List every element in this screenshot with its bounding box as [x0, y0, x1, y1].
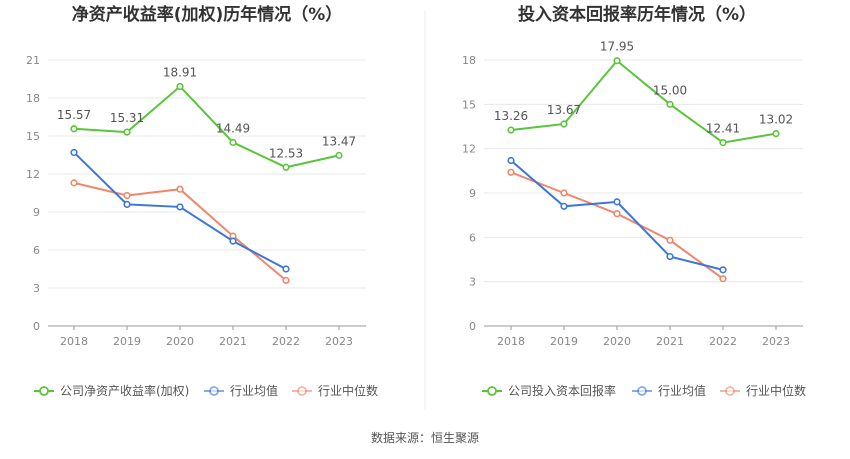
legend-item-industry_median: 行业中位数 — [720, 383, 806, 398]
y-tick-label: 3 — [33, 282, 40, 295]
data-point-industry_median — [176, 185, 184, 193]
data-point-industry_avg — [719, 266, 727, 274]
legend-label: 行业均值 — [658, 383, 706, 398]
y-tick-label: 12 — [462, 143, 476, 156]
data-point-company — [123, 128, 131, 136]
data-point-company — [666, 100, 674, 108]
legend-item-company: 公司投入资本回报率 — [482, 383, 616, 398]
data-label: 18.91 — [163, 65, 197, 79]
x-tick-label: 2022 — [709, 335, 737, 348]
y-tick-label: 0 — [33, 320, 40, 333]
data-point-industry_median — [70, 179, 78, 187]
data-point-industry_median — [613, 210, 621, 218]
legend-label: 行业中位数 — [746, 383, 806, 398]
series-line-industry_median — [73, 181, 287, 282]
legend-item-company: 公司净资产收益率(加权) — [34, 383, 189, 398]
data-point-industry_median — [507, 168, 515, 176]
chart-panel-2: 投入资本回报率历年情况（%） 0 3 6 9 12 15 18 2018 2019 2020 2021… — [462, 4, 806, 398]
legend-swatch-marker — [637, 386, 647, 396]
data-point-industry_avg — [507, 156, 515, 165]
series-line-company — [510, 59, 777, 144]
y-tick-label: 18 — [462, 54, 476, 67]
series-line-company — [73, 85, 340, 169]
x-tick-label: 2023 — [325, 335, 353, 348]
chart-title: 净资产收益率(加权)历年情况（%） — [72, 4, 343, 25]
data-point-industry_avg — [666, 252, 674, 261]
data-label: 13.67 — [547, 103, 581, 117]
data-point-company — [613, 57, 621, 65]
x-tick-label: 2022 — [272, 335, 300, 348]
y-tick-label: 9 — [469, 187, 476, 200]
data-point-company — [507, 126, 515, 134]
data-point-company — [772, 129, 780, 138]
data-point-industry_median — [123, 191, 131, 200]
y-tick-label: 9 — [33, 206, 40, 219]
data-point-company — [176, 82, 184, 91]
data-point-company — [282, 163, 290, 171]
legend-swatch-marker — [209, 386, 219, 396]
y-tick-label: 6 — [33, 244, 40, 257]
legend-swatch-marker — [725, 386, 735, 396]
legend-swatch-marker — [297, 386, 307, 396]
x-tick-label: 2021 — [656, 335, 684, 348]
data-label: 13.47 — [322, 134, 356, 148]
data-label: 17.95 — [600, 40, 634, 54]
data-point-industry_avg — [613, 198, 621, 206]
source-note: 数据来源：恒生聚源 — [371, 430, 479, 445]
data-label: 15.57 — [57, 108, 91, 122]
series-line-industry_avg — [73, 151, 287, 270]
data-point-company — [70, 125, 78, 133]
x-tick-label: 2020 — [603, 335, 631, 348]
data-point-company — [719, 139, 727, 147]
legend-label: 行业均值 — [230, 383, 278, 398]
x-tick-label: 2020 — [166, 335, 194, 348]
y-tick-label: 15 — [462, 98, 476, 111]
data-point-company — [560, 120, 568, 128]
legend-label: 行业中位数 — [318, 383, 378, 398]
data-label: 15.00 — [653, 83, 687, 97]
y-tick-label: 15 — [26, 130, 40, 143]
data-point-industry_median — [282, 276, 290, 285]
x-tick-label: 2019 — [550, 335, 578, 348]
legend-item-industry_avg: 行业均值 — [632, 383, 706, 398]
data-label: 12.41 — [706, 122, 740, 136]
data-label: 13.02 — [759, 113, 793, 127]
x-tick-label: 2023 — [762, 335, 790, 348]
data-point-industry_median — [560, 189, 568, 197]
x-tick-label: 2018 — [497, 335, 525, 348]
data-point-industry_avg — [229, 237, 237, 245]
data-point-industry_avg — [176, 203, 184, 211]
legend-swatch-marker — [487, 386, 497, 396]
y-tick-label: 18 — [26, 92, 40, 105]
legend-swatch-marker — [39, 386, 49, 396]
data-label: 14.49 — [216, 121, 250, 135]
legend-item-industry_avg: 行业均值 — [204, 383, 278, 398]
x-tick-label: 2018 — [60, 335, 88, 348]
x-tick-label: 2021 — [219, 335, 247, 348]
data-label: 12.53 — [269, 146, 303, 160]
data-point-industry_avg — [282, 265, 290, 273]
data-point-industry_avg — [123, 200, 131, 208]
data-point-industry_avg — [560, 202, 568, 210]
y-tick-label: 3 — [469, 276, 476, 289]
data-point-industry_avg — [70, 148, 78, 157]
y-tick-label: 21 — [26, 54, 40, 67]
y-tick-label: 6 — [469, 231, 476, 244]
y-tick-label: 12 — [26, 168, 40, 181]
chart-title: 投入资本回报率历年情况（%） — [518, 4, 756, 25]
legend-label: 公司净资产收益率(加权) — [60, 383, 189, 398]
data-point-company — [335, 151, 343, 159]
x-tick-label: 2019 — [113, 335, 141, 348]
data-point-industry_median — [719, 275, 727, 283]
y-tick-label: 0 — [469, 320, 476, 333]
data-label: 15.31 — [110, 111, 144, 125]
data-point-industry_median — [666, 236, 674, 244]
legend-label: 公司投入资本回报率 — [508, 383, 616, 398]
legend-item-industry_median: 行业中位数 — [292, 383, 378, 398]
chart-panel-1: 净资产收益率(加权)历年情况（%） 0 3 6 9 12 15 18 21 2018 2019 202… — [26, 4, 378, 398]
data-point-company — [229, 138, 237, 147]
data-label: 13.26 — [494, 109, 528, 123]
